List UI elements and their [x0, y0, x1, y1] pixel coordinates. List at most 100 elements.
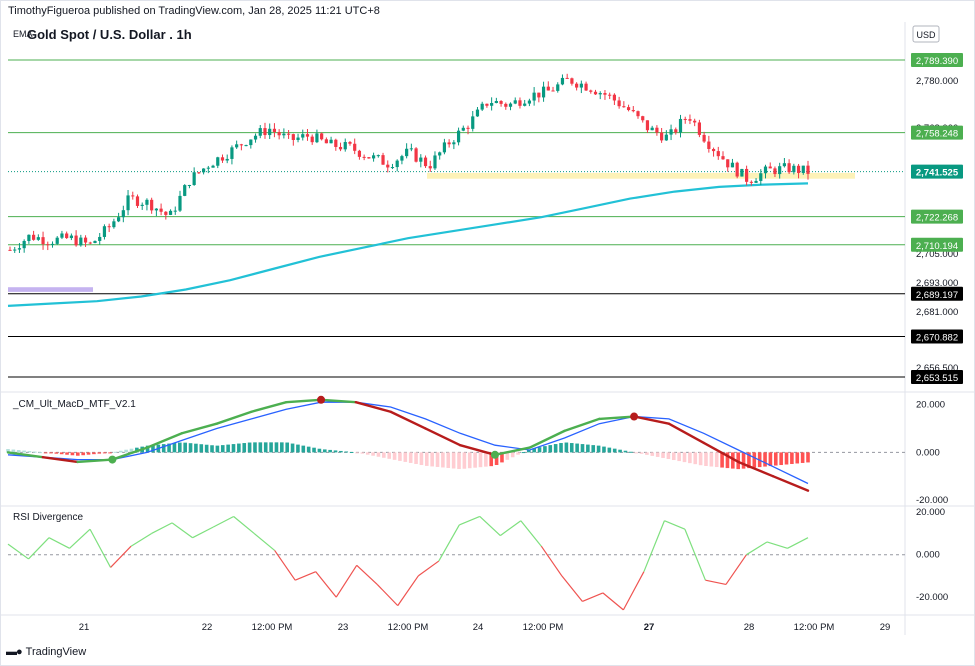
candle-body	[83, 237, 88, 243]
macd-bar	[709, 452, 714, 467]
macd-bar	[806, 452, 810, 463]
candle-body	[480, 103, 484, 110]
support-zone	[427, 172, 855, 179]
y-tick-label: 2,693.000	[916, 278, 958, 289]
macd-bar	[328, 449, 332, 453]
candle-body	[187, 184, 192, 186]
candle-body	[367, 157, 371, 159]
candle	[88, 241, 92, 245]
candle-body	[570, 78, 574, 84]
macd-bar	[661, 452, 665, 458]
candle-body	[405, 148, 409, 157]
candle-body	[8, 249, 12, 251]
macd-bar	[306, 446, 311, 453]
candle	[206, 165, 210, 174]
x-tick-label: 12:00 PM	[794, 622, 835, 633]
rsi-y-tick-label: 20.000	[916, 507, 945, 518]
candle	[41, 231, 45, 250]
macd-bar	[349, 451, 354, 453]
macd-bar	[752, 452, 757, 468]
candle-body	[560, 77, 565, 85]
candle-body	[409, 148, 413, 150]
purple-zone	[8, 287, 93, 292]
rsi-line-segment	[602, 592, 624, 611]
candle	[140, 202, 144, 210]
candle	[159, 203, 163, 216]
candle	[230, 145, 234, 165]
macd-bar	[489, 452, 494, 467]
candle-body	[697, 122, 701, 135]
macd-bar	[339, 450, 343, 453]
macd-bar	[698, 452, 703, 466]
candle	[782, 157, 786, 168]
x-tick-label: 28	[744, 622, 755, 633]
price-level-badge	[911, 53, 963, 67]
candle-body	[527, 100, 532, 104]
macd-line-segment	[6, 451, 44, 459]
candle-body	[471, 116, 475, 129]
macd-bar	[790, 452, 794, 464]
price-level-label: 2,689.197	[916, 290, 958, 301]
candle-body	[792, 165, 796, 173]
rsi-line-segment	[684, 529, 706, 581]
candle-body	[22, 240, 26, 249]
candle	[688, 114, 692, 125]
candle	[768, 162, 772, 169]
macd-bar	[500, 452, 504, 463]
candle-body	[395, 160, 399, 168]
candle	[414, 147, 418, 163]
candle	[164, 211, 168, 220]
x-tick-label: 27	[644, 622, 655, 633]
candle-body	[150, 199, 154, 211]
candle-body	[513, 100, 517, 104]
signal-line	[7, 401, 809, 485]
candle-body	[334, 139, 338, 147]
candle-body	[249, 139, 253, 146]
candle-body	[556, 84, 560, 91]
candle-body	[258, 128, 262, 136]
macd-bar	[97, 452, 102, 454]
candle	[796, 163, 801, 179]
footer-brand[interactable]: TradingView	[25, 646, 87, 658]
macd-cross-dot	[108, 455, 117, 464]
macd-bar	[457, 452, 461, 470]
rsi-line-segment	[582, 592, 604, 602]
candle-body	[485, 103, 489, 106]
candle	[475, 107, 480, 117]
candle	[598, 91, 602, 100]
rsi-line-segment	[89, 528, 112, 568]
macd-line-segment	[772, 475, 810, 492]
macd-bar	[333, 450, 338, 453]
candle	[674, 127, 678, 135]
candle	[112, 218, 116, 229]
candle	[258, 125, 262, 139]
rsi-line-segment	[274, 550, 296, 581]
macd-bar	[612, 448, 617, 453]
candle-body	[622, 106, 626, 108]
candle-body	[239, 144, 243, 146]
rsi-line-segment	[417, 560, 440, 577]
candle	[301, 129, 305, 141]
macd-bar	[591, 445, 596, 453]
price-level-label: 2,789.390	[916, 56, 958, 67]
candle	[32, 230, 36, 241]
macd-bar	[16, 450, 21, 453]
candle	[192, 167, 196, 186]
candle-body	[490, 103, 494, 106]
candle	[499, 100, 503, 107]
rsi-line-segment	[705, 579, 727, 585]
candle	[678, 114, 683, 138]
candle-body	[135, 196, 140, 206]
macd-bar	[280, 442, 284, 453]
macd-line-segment	[250, 400, 288, 413]
candle-body	[362, 156, 366, 158]
candle	[320, 132, 324, 141]
candle	[348, 140, 352, 146]
rsi-line-segment	[130, 532, 152, 547]
price-level-label: 2,722.268	[916, 213, 958, 224]
macd-bar	[220, 445, 225, 453]
candle-body	[456, 130, 461, 143]
candle	[395, 159, 399, 172]
candle-body	[641, 116, 645, 121]
